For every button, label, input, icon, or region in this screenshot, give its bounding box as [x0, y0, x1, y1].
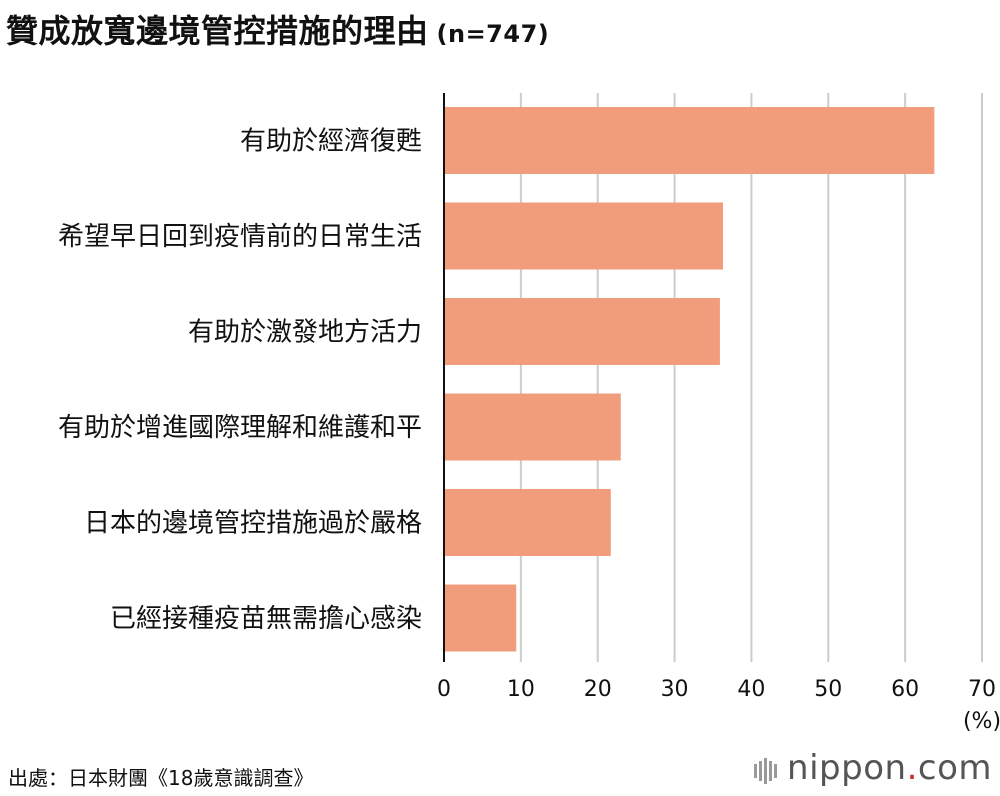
- bar: [444, 489, 611, 556]
- x-tick-label: 10: [507, 677, 535, 702]
- x-tick-label: 40: [737, 677, 765, 702]
- bar: [444, 584, 517, 652]
- chart-title: 贊成放寬邊境管控措施的理由 (n=747): [6, 6, 549, 52]
- logo-com-text: com: [917, 748, 992, 788]
- category-label: 有助於激發地方活力: [188, 318, 422, 348]
- x-tick-label: 20: [584, 677, 612, 702]
- bar-chart: 0 10 20 30 40 50 60 70(%)有助於經濟復甦希望早日回到疫情前的日常生活有…: [58, 93, 1000, 734]
- bar: [444, 107, 935, 174]
- logo-dot: .: [906, 748, 918, 788]
- x-tick-label: 30: [661, 677, 689, 702]
- category-label: 日本的邊境管控措施過於嚴格: [84, 509, 422, 539]
- x-tick-label: 70: [968, 677, 996, 702]
- logo-main-text: nippon: [787, 748, 907, 788]
- category-label: 有助於經濟復甦: [240, 127, 422, 157]
- category-label: 已經接種疫苗無需擔心感染: [110, 604, 422, 634]
- logo-bars-icon: [754, 750, 779, 790]
- bar: [444, 298, 720, 365]
- chart-sample-size: (n=747): [436, 20, 550, 48]
- category-label: 希望早日回到疫情前的日常生活: [58, 222, 422, 252]
- bar: [444, 393, 621, 461]
- chart-title-text: 贊成放寬邊境管控措施的理由: [6, 12, 429, 50]
- bar: [444, 202, 723, 270]
- category-label: 有助於增進國際理解和維護和平: [58, 413, 422, 443]
- x-tick-label: 60: [891, 677, 919, 702]
- x-tick-label: 50: [814, 677, 842, 702]
- nippon-logo: nippon.com: [754, 748, 992, 790]
- x-tick-label: 0: [437, 677, 451, 702]
- x-unit-label: (%): [963, 709, 1000, 734]
- source-note: 出處：日本財團《18歲意識調查》: [8, 766, 314, 790]
